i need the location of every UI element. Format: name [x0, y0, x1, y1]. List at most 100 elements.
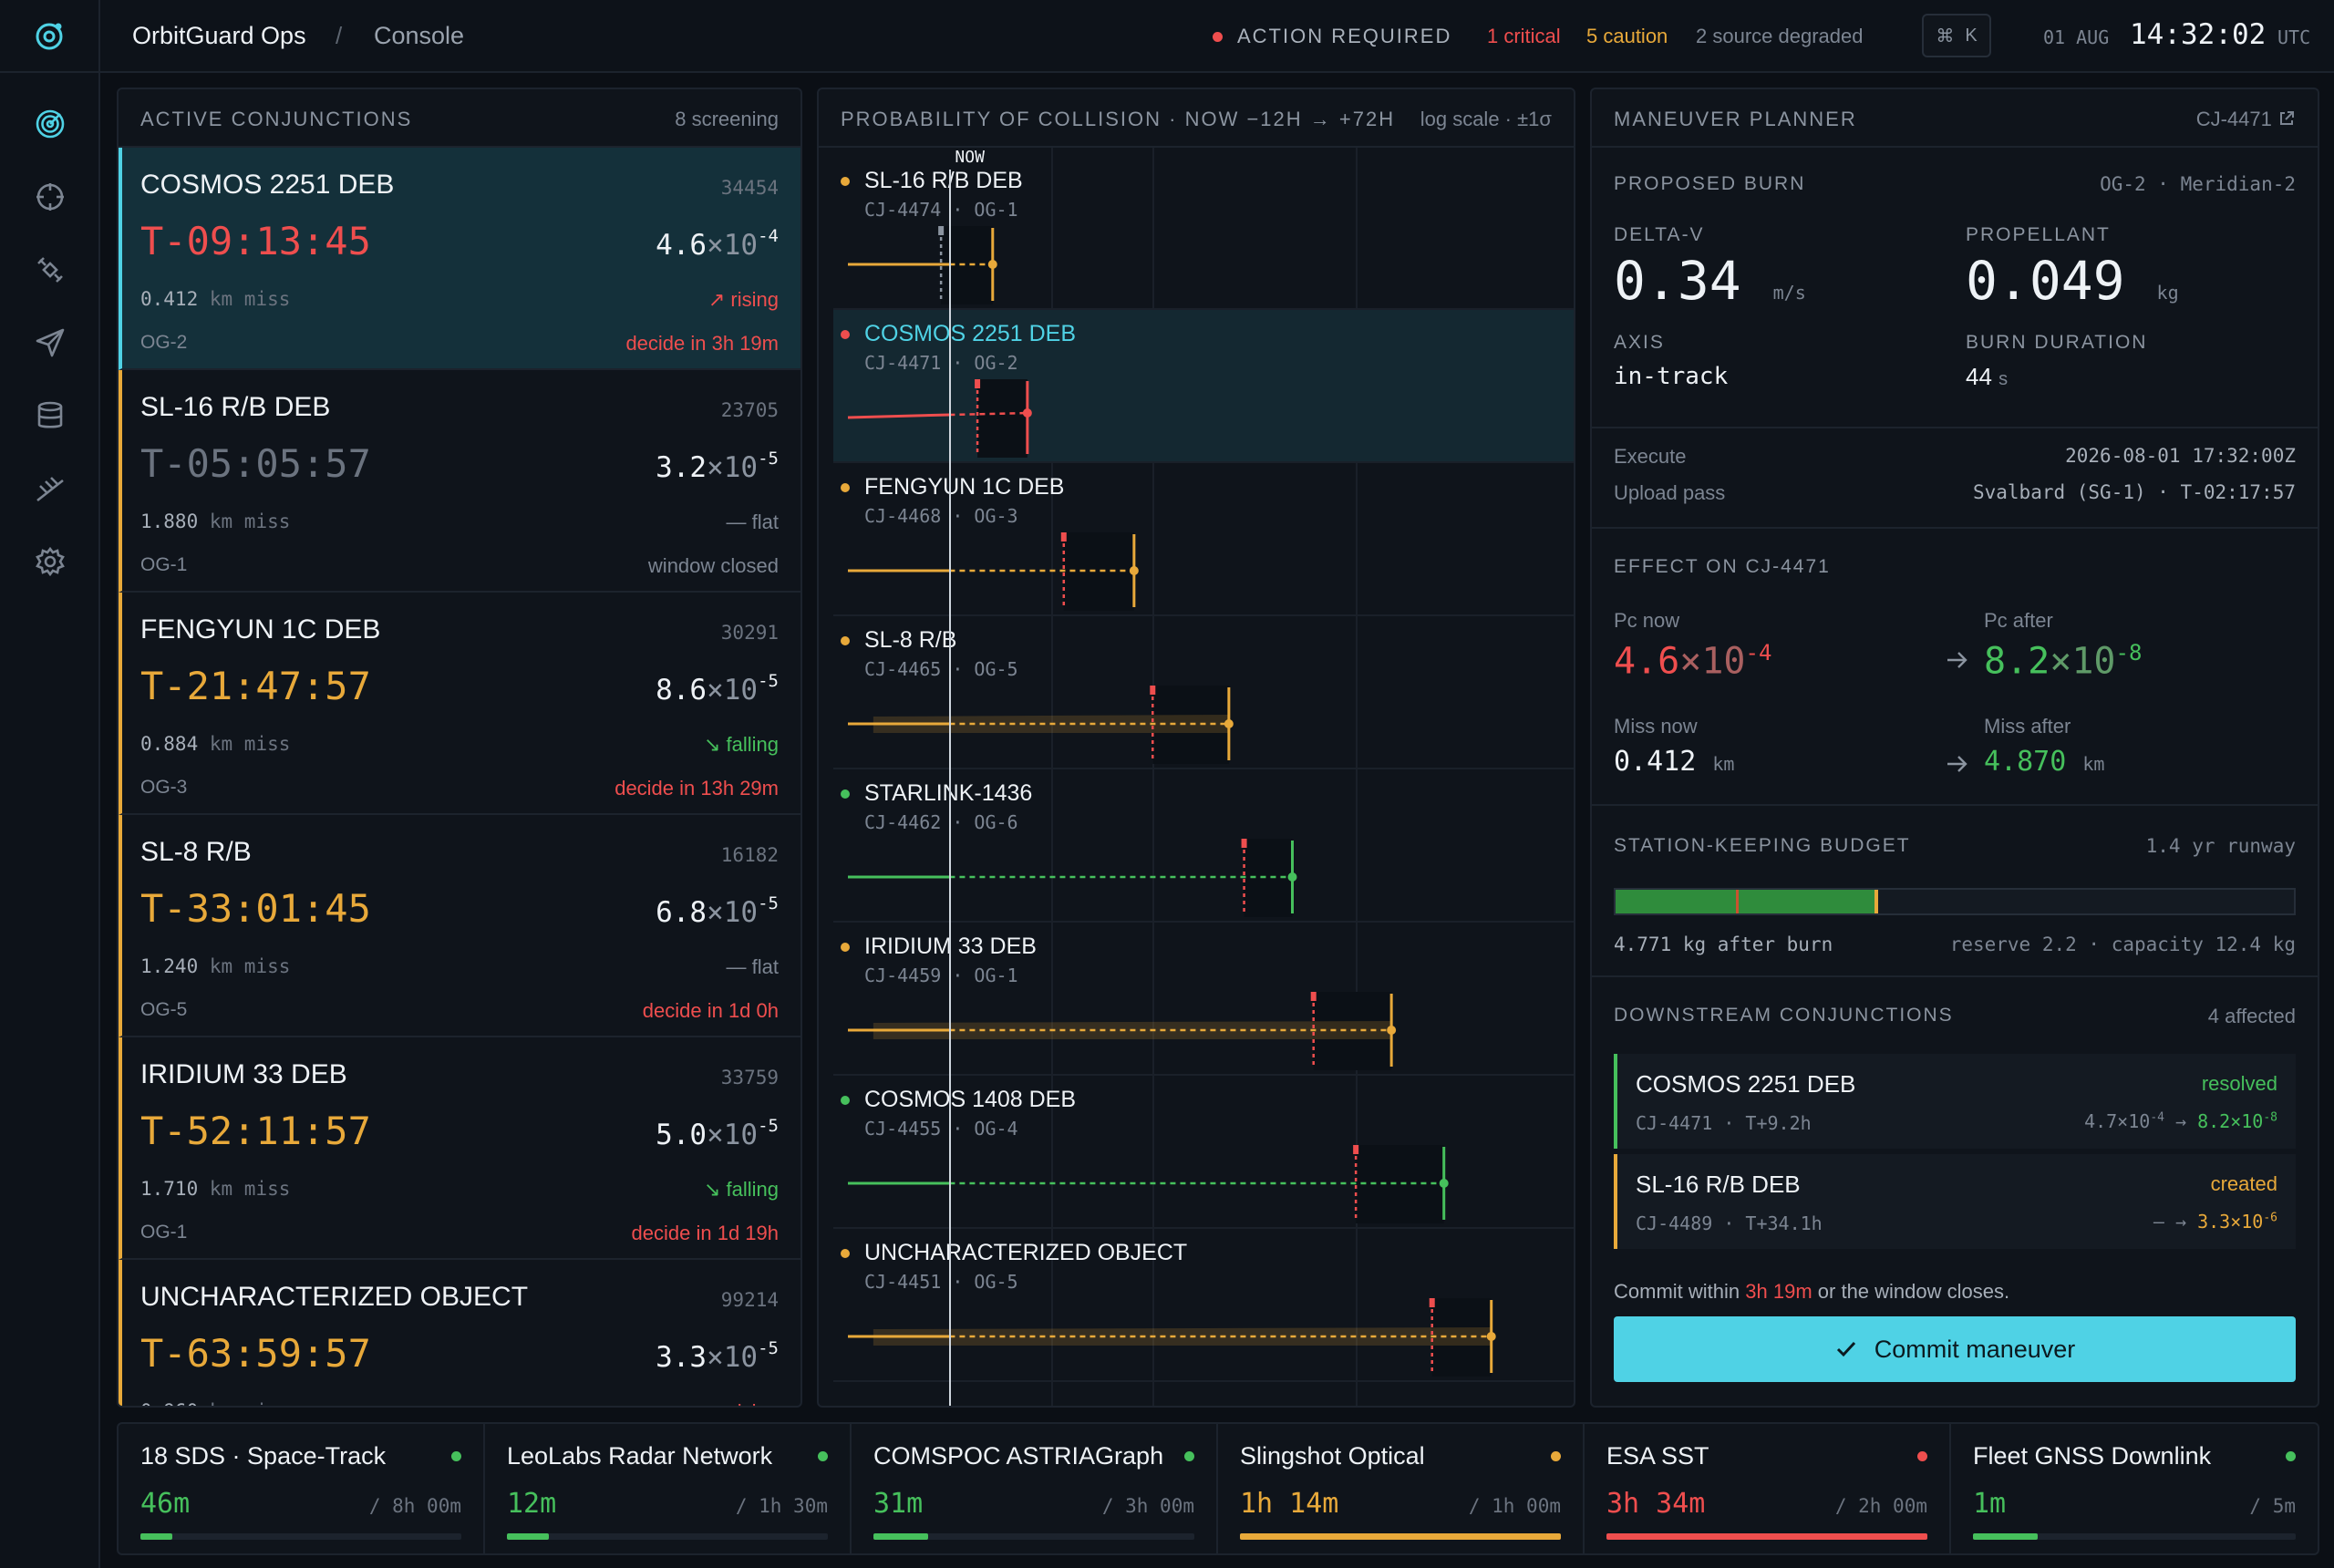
conjunction-card[interactable]: FENGYUN 1C DEB 30291 T-21:47:57 8.6×10-5 0.8… — [119, 593, 800, 815]
pc-trajectory-plot — [848, 839, 1297, 917]
conjunction-card[interactable]: IRIDIUM 33 DEB 33759 T-52:11:57 5.0×10-5 1.7… — [119, 1037, 800, 1260]
chart-gridline — [1356, 148, 1358, 1406]
pc-now-label: Pc now — [1614, 609, 1680, 632]
source-limit: / 2h 00m — [1834, 1495, 1927, 1517]
screening-count: 8 screening — [675, 108, 779, 130]
action-required-badge[interactable]: ACTION REQUIRED — [1213, 25, 1451, 48]
conjunction-card[interactable]: COSMOS 2251 DEB 34454 T-09:13:45 4.6×10-4 0.… — [119, 148, 800, 370]
execute-time[interactable]: 2026-08-01 17:32:00Z — [2065, 445, 2296, 467]
object-name: IRIDIUM 33 DEB — [140, 1059, 347, 1089]
miss-distance: 0.884 km miss — [140, 733, 290, 755]
source-name: ESA SST — [1606, 1442, 1709, 1470]
orbiter-id: OG-3 — [140, 777, 188, 798]
miss-value: 1.710 — [140, 1178, 199, 1200]
decision-window — [1356, 1145, 1444, 1223]
latency-bar — [1973, 1533, 2296, 1540]
sidebar — [0, 73, 100, 1568]
pc-trajectory-plot — [848, 992, 1397, 1070]
panel-title: MANEUVER PLANNER — [1614, 108, 1857, 130]
source-limit: / 3h 00m — [1101, 1495, 1194, 1517]
upload-pass-value[interactable]: Svalbard (SG-1) · T-02:17:57 — [1972, 481, 2296, 503]
propellant-number: 0.049 — [1966, 250, 2125, 312]
tca-point — [1439, 1179, 1449, 1188]
downstream-conjunction[interactable]: COSMOS 2251 DEB resolved CJ-4471 · T+9.2h 4… — [1614, 1054, 2296, 1149]
downstream-conjunction[interactable]: SL-16 R/B DEB created CJ-4489 · T+34.1h — →… — [1614, 1154, 2296, 1249]
breadcrumb-page[interactable]: Console — [374, 22, 465, 49]
gear-icon[interactable] — [28, 540, 72, 583]
delta-v-label: DELTA-V — [1614, 224, 1705, 245]
conjunction-card[interactable]: SL-8 R/B 16182 T-33:01:45 6.8×10-5 1.240 km … — [119, 815, 800, 1037]
antenna-icon[interactable] — [28, 467, 72, 511]
time-to-tca: T-09:13:45 — [140, 219, 371, 263]
decision-flag — [1353, 1145, 1359, 1154]
critical-count[interactable]: 1 critical — [1487, 25, 1561, 47]
degraded-count[interactable]: 2 source degraded — [1696, 25, 1864, 47]
miss-after-label: Miss after — [1984, 715, 2071, 738]
send-icon[interactable] — [28, 321, 72, 365]
pc-times: ×10 — [707, 229, 759, 262]
miss-after-value: 4.870 km — [1984, 746, 2104, 778]
source-card[interactable]: COMSPOC ASTRIAGraph 31m / 3h 00m — [852, 1424, 1218, 1553]
pc-after-value: 8.2×10-8 — [1984, 640, 2142, 682]
source-latency: 46m — [140, 1488, 191, 1520]
pc-trend: ↘ falling — [703, 733, 779, 756]
conjunction-card[interactable]: UNCHARACTERIZED OBJECT 99214 T-63:59:57 3.3… — [119, 1260, 800, 1406]
command-palette-button[interactable]: ⌘ K — [1922, 14, 1991, 57]
budget-bar — [1614, 888, 2296, 915]
commit-pre: Commit within — [1614, 1280, 1740, 1303]
miss-distance: 1.240 km miss — [140, 955, 290, 977]
commit-maneuver-button[interactable]: Commit maneuver — [1614, 1316, 2296, 1382]
pc-timeline-row[interactable]: SL-8 R/BCJ-4465 · OG-5T-33:01:45 — [833, 616, 1574, 769]
source-card[interactable]: ESA SST 3h 34m / 2h 00m — [1585, 1424, 1951, 1553]
decision-flag — [1429, 1298, 1435, 1307]
latency-bar — [1606, 1533, 1927, 1540]
caution-count[interactable]: 5 caution — [1586, 25, 1668, 47]
axis-value[interactable]: in-track — [1614, 363, 1729, 390]
commit-time: 3h 19m — [1745, 1280, 1812, 1303]
source-card[interactable]: LeoLabs Radar Network 12m / 1h 30m — [485, 1424, 852, 1553]
source-limit: / 1h 00m — [1468, 1495, 1561, 1517]
pc-trajectory-plot — [848, 226, 997, 304]
source-name: Fleet GNSS Downlink — [1973, 1442, 2212, 1470]
norad-id: 30291 — [720, 622, 779, 644]
satellite-icon[interactable] — [28, 248, 72, 292]
pc-times: ×10 — [707, 674, 759, 707]
pc-mantissa: 5.0 — [656, 1119, 707, 1151]
status-badge: resolved — [2201, 1072, 2277, 1095]
pc-from: 4.7×10 — [2084, 1110, 2151, 1132]
radar-icon[interactable] — [28, 102, 72, 146]
burn-duration-value[interactable]: 44 s — [1966, 363, 2008, 391]
source-status-dot — [1917, 1451, 1927, 1461]
app-name[interactable]: OrbitGuard Ops — [132, 22, 306, 49]
source-name: LeoLabs Radar Network — [507, 1442, 773, 1470]
open-conjunction-link[interactable]: CJ-4471 — [2196, 108, 2296, 131]
pc-exponent: -5 — [758, 449, 779, 469]
budget-runway: 1.4 yr runway — [2145, 835, 2296, 857]
pc-from-exponent: -4 — [2150, 1110, 2164, 1125]
orbitguard-logo-icon[interactable] — [0, 0, 100, 73]
panel-header: PROBABILITY OF COLLISION · NOW −12H → +7… — [819, 89, 1574, 148]
pc-exponent: -5 — [758, 1116, 779, 1136]
conjunction-card[interactable]: SL-16 R/B DEB 23705 T-05:05:57 3.2×10-5 1.88… — [119, 370, 800, 593]
pc-now-value: 4.6×10-4 — [1614, 640, 1771, 682]
decision-deadline: decide in 1d 19h — [631, 1222, 779, 1244]
alert-dot-icon — [1213, 31, 1223, 42]
source-card[interactable]: 18 SDS · Space-Track 46m / 8h 00m — [119, 1424, 485, 1553]
database-icon[interactable] — [28, 394, 72, 438]
pc-after-times: ×10 — [2050, 640, 2116, 683]
upload-pass-label: Upload pass — [1614, 481, 1726, 504]
crosshair-icon[interactable] — [28, 175, 72, 219]
miss-unit: km miss — [209, 511, 291, 532]
miss-distance: 1.880 km miss — [140, 511, 290, 532]
latency-fill — [507, 1533, 549, 1540]
source-card[interactable]: Slingshot Optical 1h 14m / 1h 00m — [1218, 1424, 1585, 1553]
panel-header: MANEUVER PLANNER CJ-4471 — [1592, 89, 2318, 148]
source-card[interactable]: Fleet GNSS Downlink 1m / 5m — [1951, 1424, 2318, 1553]
